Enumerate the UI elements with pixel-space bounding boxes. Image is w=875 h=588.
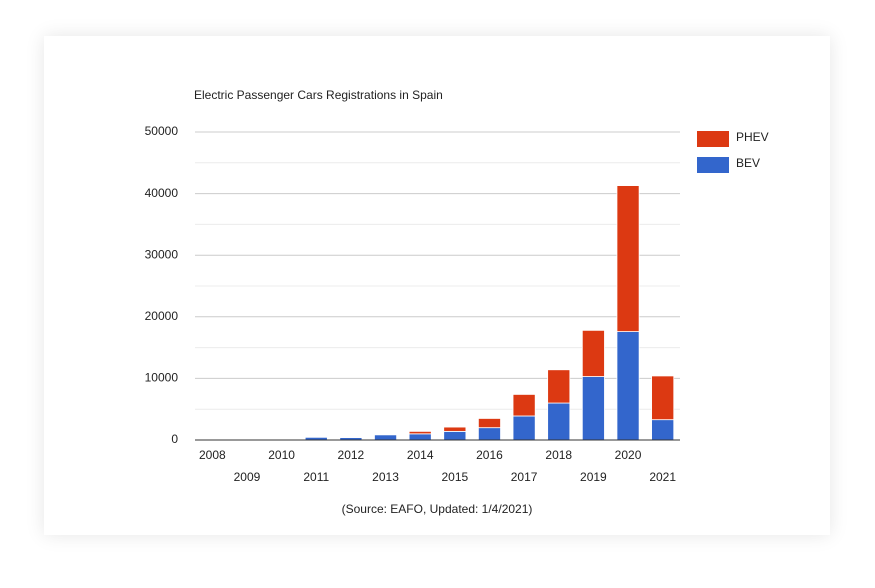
bar-segment	[651, 375, 675, 421]
bar-segment	[443, 426, 467, 432]
x-tick-label: 2011	[303, 470, 329, 484]
bar-segment	[304, 436, 328, 438]
x-tick-label: 2013	[372, 470, 399, 484]
legend-label: BEV	[736, 156, 760, 170]
bar-segment	[477, 427, 501, 441]
bar-segment	[408, 430, 432, 435]
x-tick-label: 2015	[441, 470, 468, 484]
bar-segment	[581, 329, 605, 377]
bar-segment	[616, 331, 640, 441]
x-tick-label: 2014	[407, 448, 434, 462]
x-tick-label: 2017	[511, 470, 538, 484]
bar-segment	[512, 415, 536, 441]
x-tick-label: 2009	[234, 470, 261, 484]
bar-segment	[408, 433, 432, 441]
x-tick-label: 2010	[268, 448, 295, 462]
y-tick-label: 50000	[145, 124, 179, 138]
x-tick-label: 2012	[338, 448, 365, 462]
y-tick-label: 0	[171, 432, 178, 446]
y-tick-label: 20000	[145, 309, 179, 323]
x-tick-label: 2016	[476, 448, 503, 462]
bar-segment	[547, 402, 571, 441]
bar-segment	[651, 419, 675, 441]
bar-segment	[443, 430, 467, 441]
bar-segment	[339, 436, 363, 438]
bar-segment	[616, 185, 640, 332]
x-tick-label: 2018	[545, 448, 572, 462]
x-tick-label: 2020	[615, 448, 642, 462]
x-tick-label: 2008	[199, 448, 226, 462]
legend-label: PHEV	[736, 130, 769, 144]
bar-segment	[477, 418, 501, 429]
chart-title: Electric Passenger Cars Registrations in…	[194, 88, 443, 102]
source-note: (Source: EAFO, Updated: 1/4/2021)	[342, 502, 533, 516]
legend-swatch	[697, 131, 729, 147]
x-tick-label: 2019	[580, 470, 607, 484]
bar-segment	[547, 369, 571, 404]
bar-segment	[374, 434, 398, 441]
bar-segment	[374, 433, 398, 436]
x-tick-label: 2021	[649, 470, 676, 484]
legend-swatch	[697, 157, 729, 173]
y-tick-label: 40000	[145, 186, 179, 200]
bar-segment	[581, 376, 605, 441]
y-tick-label: 10000	[145, 371, 179, 385]
bar-segment	[512, 394, 536, 417]
y-tick-label: 30000	[145, 247, 179, 261]
